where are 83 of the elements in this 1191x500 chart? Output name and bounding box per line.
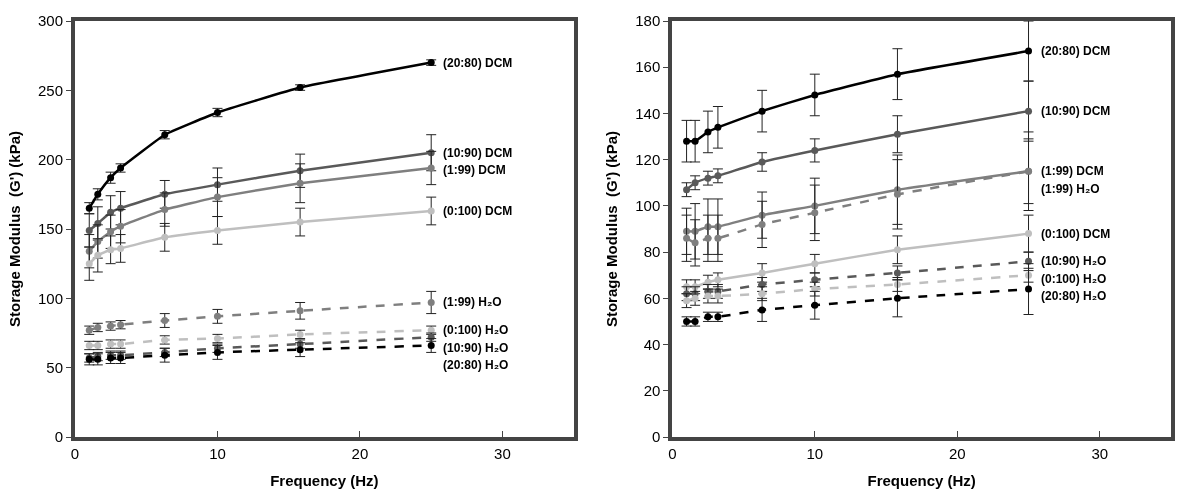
y-tick-label: 100 [635, 197, 661, 215]
point [893, 130, 901, 138]
point [85, 260, 93, 268]
y-tick-label: 250 [37, 81, 63, 99]
point [758, 220, 766, 228]
y-tick-label: 300 [37, 12, 63, 30]
point [691, 239, 699, 247]
point [758, 107, 766, 115]
y-tick-label: 100 [37, 289, 63, 307]
series-label: (1:99) H₂O [443, 295, 502, 309]
point [213, 226, 221, 234]
point [107, 246, 115, 254]
y-tick-label: 40 [643, 335, 661, 353]
point [704, 234, 712, 242]
point [811, 146, 819, 154]
x-tick-label: 20 [948, 445, 966, 462]
point [714, 123, 722, 131]
point [704, 128, 712, 136]
point [94, 251, 102, 259]
point [117, 222, 125, 230]
point [714, 234, 722, 242]
point [893, 190, 901, 198]
series-label: (0:100) H₂O [443, 323, 509, 337]
x-tick-label: 30 [494, 445, 511, 462]
y-tick-label: 60 [643, 289, 661, 307]
point [161, 233, 169, 241]
point [427, 207, 435, 215]
point [811, 91, 819, 99]
y-tick-label: 120 [635, 150, 661, 168]
x-tick-label: 10 [806, 445, 824, 462]
point [811, 260, 819, 268]
series-label: (10:90) DCM [1041, 104, 1111, 118]
series-label: (0:100) DCM [1041, 227, 1111, 241]
y-tick-label: 160 [635, 58, 661, 76]
point [213, 193, 221, 201]
point [107, 228, 115, 236]
y-tick-label: 50 [46, 358, 63, 376]
series-label: (20:80) H₂O [1041, 289, 1107, 303]
y-tick-label: 20 [643, 382, 661, 400]
point [85, 226, 93, 234]
point [893, 70, 901, 78]
series-label: (1:99) DCM [443, 163, 506, 177]
x-tick-label: 20 [351, 445, 369, 462]
x-axis-title: Frequency (Hz) [867, 471, 976, 489]
x-axis-title: Frequency (Hz) [270, 471, 379, 489]
x-tick-label: 0 [70, 445, 80, 462]
point [683, 137, 691, 145]
point [296, 179, 304, 187]
y-axis-title: Storage Modulus (G') (kPa) [603, 130, 621, 328]
point [296, 218, 304, 226]
point [811, 209, 819, 217]
y-tick-label: 150 [37, 220, 63, 238]
point [758, 158, 766, 166]
point [1025, 47, 1033, 55]
y-tick-label: 200 [37, 150, 63, 168]
y-tick-label: 0 [54, 428, 63, 446]
point [893, 246, 901, 254]
point [427, 164, 435, 172]
y-axis-title: Storage Modulus (G') (kPa) [5, 130, 23, 328]
x-tick-label: 0 [668, 445, 677, 462]
series-label: (1:99) DCM [1041, 164, 1104, 178]
x-tick-label: 10 [209, 445, 226, 462]
point [758, 269, 766, 277]
y-tick-label: 0 [651, 428, 661, 446]
point [1025, 230, 1033, 238]
y-tick-label: 180 [635, 12, 661, 30]
series-label: (1:99) H₂O [1041, 182, 1100, 196]
series-label: (0:100) H₂O [1041, 272, 1107, 286]
series-label: (20:80) DCM [1041, 44, 1111, 58]
y-tick-label: 80 [643, 243, 661, 261]
point [1025, 107, 1033, 115]
series-label: (20:80) H₂O [443, 358, 509, 372]
series-label: (20:80) DCM [443, 56, 513, 70]
x-tick-label: 30 [1091, 445, 1109, 462]
point [691, 137, 699, 145]
series-label: (10:90) H₂O [1041, 254, 1107, 268]
series-label: (10:90) H₂O [443, 341, 509, 355]
series-label: (10:90) DCM [443, 146, 513, 160]
point [683, 234, 691, 242]
point [117, 244, 125, 252]
point [161, 206, 169, 214]
y-tick-label: 140 [635, 104, 661, 122]
series-label: (0:100) DCM [443, 204, 513, 218]
